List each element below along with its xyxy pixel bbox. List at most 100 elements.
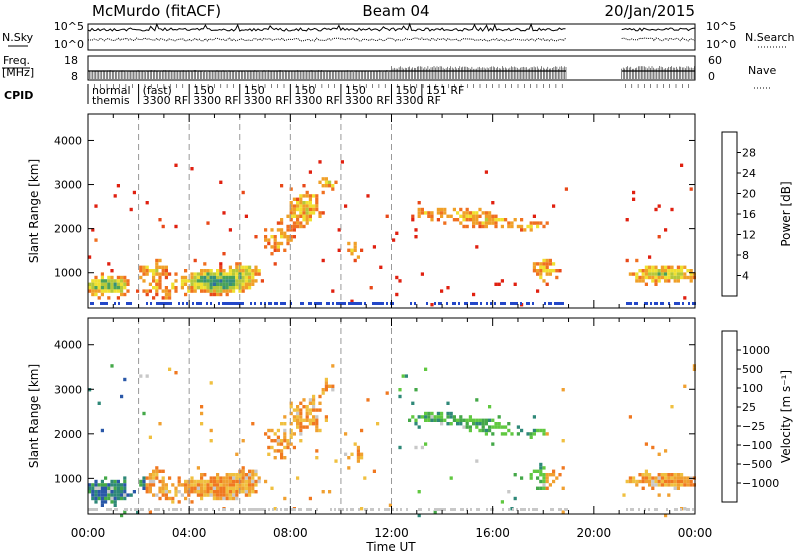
power-cell <box>321 258 325 263</box>
velocity-cell <box>424 418 428 422</box>
power-cell <box>248 286 252 290</box>
velocity-cell <box>552 479 556 484</box>
velocity-cell <box>536 428 540 433</box>
power-cell <box>446 286 450 290</box>
velocity-cell <box>273 449 277 453</box>
power-cell <box>545 258 549 263</box>
power-cell <box>532 265 536 269</box>
power-cell <box>676 279 680 283</box>
velocity-cell <box>222 490 226 494</box>
velocity-cell <box>638 479 642 484</box>
velocity-cell <box>296 476 300 480</box>
power-cell <box>209 282 213 286</box>
power-ground-cell <box>558 302 560 305</box>
power-cell <box>420 211 424 215</box>
power-cell <box>264 238 268 242</box>
power-cell <box>164 286 168 290</box>
velocity-colorbar-label: −100 <box>742 439 772 452</box>
velocity-cell <box>664 476 668 480</box>
velocity-cell <box>356 459 360 463</box>
velocity-cell <box>324 415 328 419</box>
velocity-cell <box>308 418 312 422</box>
power-cell <box>664 275 668 280</box>
velocity-cell <box>545 476 549 480</box>
power-cell <box>158 265 162 269</box>
velocity-ground-cell <box>626 508 628 511</box>
power-cell <box>241 272 245 276</box>
velocity-cell <box>545 479 549 484</box>
power-cell <box>254 235 258 239</box>
power-cell <box>190 167 194 171</box>
velocity-cell <box>180 493 184 497</box>
velocity-cell <box>104 493 108 497</box>
velocity-cell <box>315 428 319 433</box>
power-cell <box>104 286 108 290</box>
velocity-cell <box>212 479 216 484</box>
velocity-cell <box>104 483 108 487</box>
power-ground-cell <box>520 302 522 305</box>
velocity-cell <box>667 493 671 497</box>
velocity-cell <box>232 483 236 487</box>
power-cell <box>542 258 546 263</box>
power-ground-cell <box>164 302 166 305</box>
power-cell <box>100 286 104 290</box>
power-cell <box>520 228 524 232</box>
velocity-cell <box>308 422 312 426</box>
velocity-cell <box>670 479 674 484</box>
velocity-cell <box>110 486 114 490</box>
velocity-cell <box>235 452 239 456</box>
power-cell <box>209 275 213 280</box>
velocity-cell <box>184 490 188 494</box>
power-cell <box>680 163 684 167</box>
power-cell <box>465 218 469 222</box>
power-cell <box>459 207 463 212</box>
power-ground-cell <box>504 302 506 305</box>
power-cell <box>168 272 172 276</box>
velocity-cell <box>446 422 450 426</box>
velocity-cell <box>648 476 652 480</box>
velocity-cell <box>475 418 479 422</box>
power-cell <box>440 214 444 218</box>
velocity-cell <box>110 500 114 504</box>
power-cell <box>219 289 223 293</box>
power-cell <box>680 275 684 280</box>
power-cell <box>532 262 536 266</box>
power-cell <box>145 201 149 205</box>
velocity-cell <box>670 476 674 480</box>
power-cell <box>440 289 444 293</box>
velocity-cell <box>552 473 556 477</box>
power-cell <box>145 292 149 297</box>
velocity-cell <box>664 473 668 477</box>
velocity-cell <box>686 483 690 487</box>
velocity-cell <box>152 493 156 497</box>
velocity-ground-cell <box>444 508 446 511</box>
velocity-ground-cell <box>378 508 380 511</box>
power-cell <box>142 289 146 293</box>
velocity-cell <box>488 428 492 433</box>
velocity-cell <box>126 493 130 497</box>
power-cell <box>244 269 248 273</box>
power-cell <box>110 286 114 290</box>
velocity-cell <box>110 483 114 487</box>
power-cell <box>203 269 207 273</box>
velocity-ground-cell <box>428 508 430 511</box>
power-cell <box>232 275 236 280</box>
power-cell <box>155 279 159 283</box>
velocity-cell <box>232 476 236 480</box>
power-cell <box>289 187 293 191</box>
power-cell <box>475 221 479 225</box>
velocity-cell <box>206 486 210 490</box>
velocity-cell <box>145 476 149 480</box>
nsearch-label: N.Search <box>745 31 795 44</box>
velocity-cell <box>452 415 456 419</box>
power-ground-cell <box>628 302 630 305</box>
power-cell <box>283 235 287 239</box>
power-cell <box>430 214 434 218</box>
velocity-cell <box>305 405 309 409</box>
velocity-cell <box>289 435 293 439</box>
power-cell <box>219 269 223 273</box>
power-cell <box>164 275 168 280</box>
power-ground-cell <box>662 302 664 305</box>
velocity-ground-cell <box>396 508 398 511</box>
velocity-cell <box>667 479 671 484</box>
